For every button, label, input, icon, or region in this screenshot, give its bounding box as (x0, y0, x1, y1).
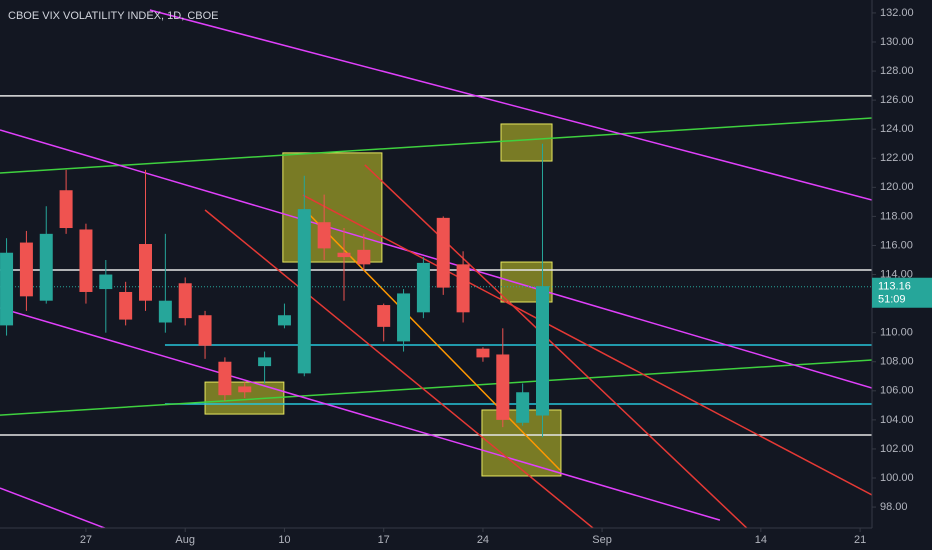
candle-body (317, 222, 331, 249)
candle-body (99, 274, 113, 290)
trend-line (204, 209, 595, 528)
x-tick-label: Aug (175, 534, 195, 546)
y-tick-label: 104.00 (880, 414, 914, 426)
y-tick-label: 128.00 (880, 65, 914, 77)
candle-body (0, 252, 14, 326)
trend-line (0, 117, 872, 174)
chart-title: CBOE VIX VOLATILITY INDEX, 1D, CBOE (8, 10, 219, 22)
candle-body (436, 217, 450, 288)
y-tick-label: 126.00 (880, 94, 914, 106)
y-tick-label: 124.00 (880, 123, 914, 135)
last-price-tag (872, 277, 932, 308)
trend-line (364, 164, 748, 528)
y-tick-label: 98.00 (880, 501, 908, 513)
y-tick-label: 130.00 (880, 36, 914, 48)
trend-line (149, 9, 872, 201)
x-tick-label: 21 (854, 534, 866, 546)
candle-body (337, 252, 351, 258)
x-tick-label: 27 (80, 534, 92, 546)
candle-body (535, 286, 549, 416)
candle-body (297, 209, 311, 374)
y-tick-label: 120.00 (880, 181, 914, 193)
candle-body (158, 300, 172, 323)
candle-body (39, 233, 53, 301)
candle-body (59, 190, 73, 229)
candle-body (138, 244, 152, 301)
candle-body (357, 249, 371, 265)
last-price-label: 113.16 (878, 281, 911, 293)
trend-line (0, 487, 107, 528)
y-tick-label: 100.00 (880, 472, 914, 484)
x-tick-label: 24 (477, 534, 489, 546)
candle-body (19, 242, 33, 297)
x-tick-label: 10 (278, 534, 290, 546)
candle-body (456, 264, 470, 313)
y-tick-label: 116.00 (880, 239, 913, 251)
y-tick-label: 106.00 (880, 385, 914, 397)
x-tick-label: 17 (378, 534, 390, 546)
candle-body (397, 293, 411, 342)
y-tick-label: 114.00 (880, 268, 913, 280)
candle-body (79, 229, 93, 292)
candle-body (119, 291, 133, 320)
candle-body (258, 357, 272, 367)
trend-line (0, 359, 872, 416)
y-tick-label: 118.00 (880, 210, 913, 222)
candle-body (377, 305, 391, 327)
y-tick-label: 102.00 (880, 443, 914, 455)
candle-body (496, 354, 510, 420)
highlight-box (500, 123, 553, 162)
countdown-label: 51:09 (878, 294, 906, 306)
candle-body (238, 386, 252, 393)
x-tick-label: 14 (755, 534, 767, 546)
candle-body (416, 262, 430, 313)
y-tick-label: 132.00 (880, 7, 914, 19)
candle-body (476, 348, 490, 358)
candle-body (516, 392, 530, 423)
y-tick-label: 108.00 (880, 356, 914, 368)
candle-body (198, 315, 212, 346)
y-tick-label: 122.00 (880, 152, 914, 164)
trend-line (302, 194, 872, 496)
highlight-box (282, 152, 383, 263)
candle-body (178, 283, 192, 319)
y-tick-label: 110.00 (880, 327, 913, 339)
candle-body (218, 361, 232, 396)
trend-line (0, 307, 721, 521)
candle-body (277, 315, 291, 326)
x-tick-label: Sep (592, 534, 612, 546)
plot-area (0, 9, 872, 528)
